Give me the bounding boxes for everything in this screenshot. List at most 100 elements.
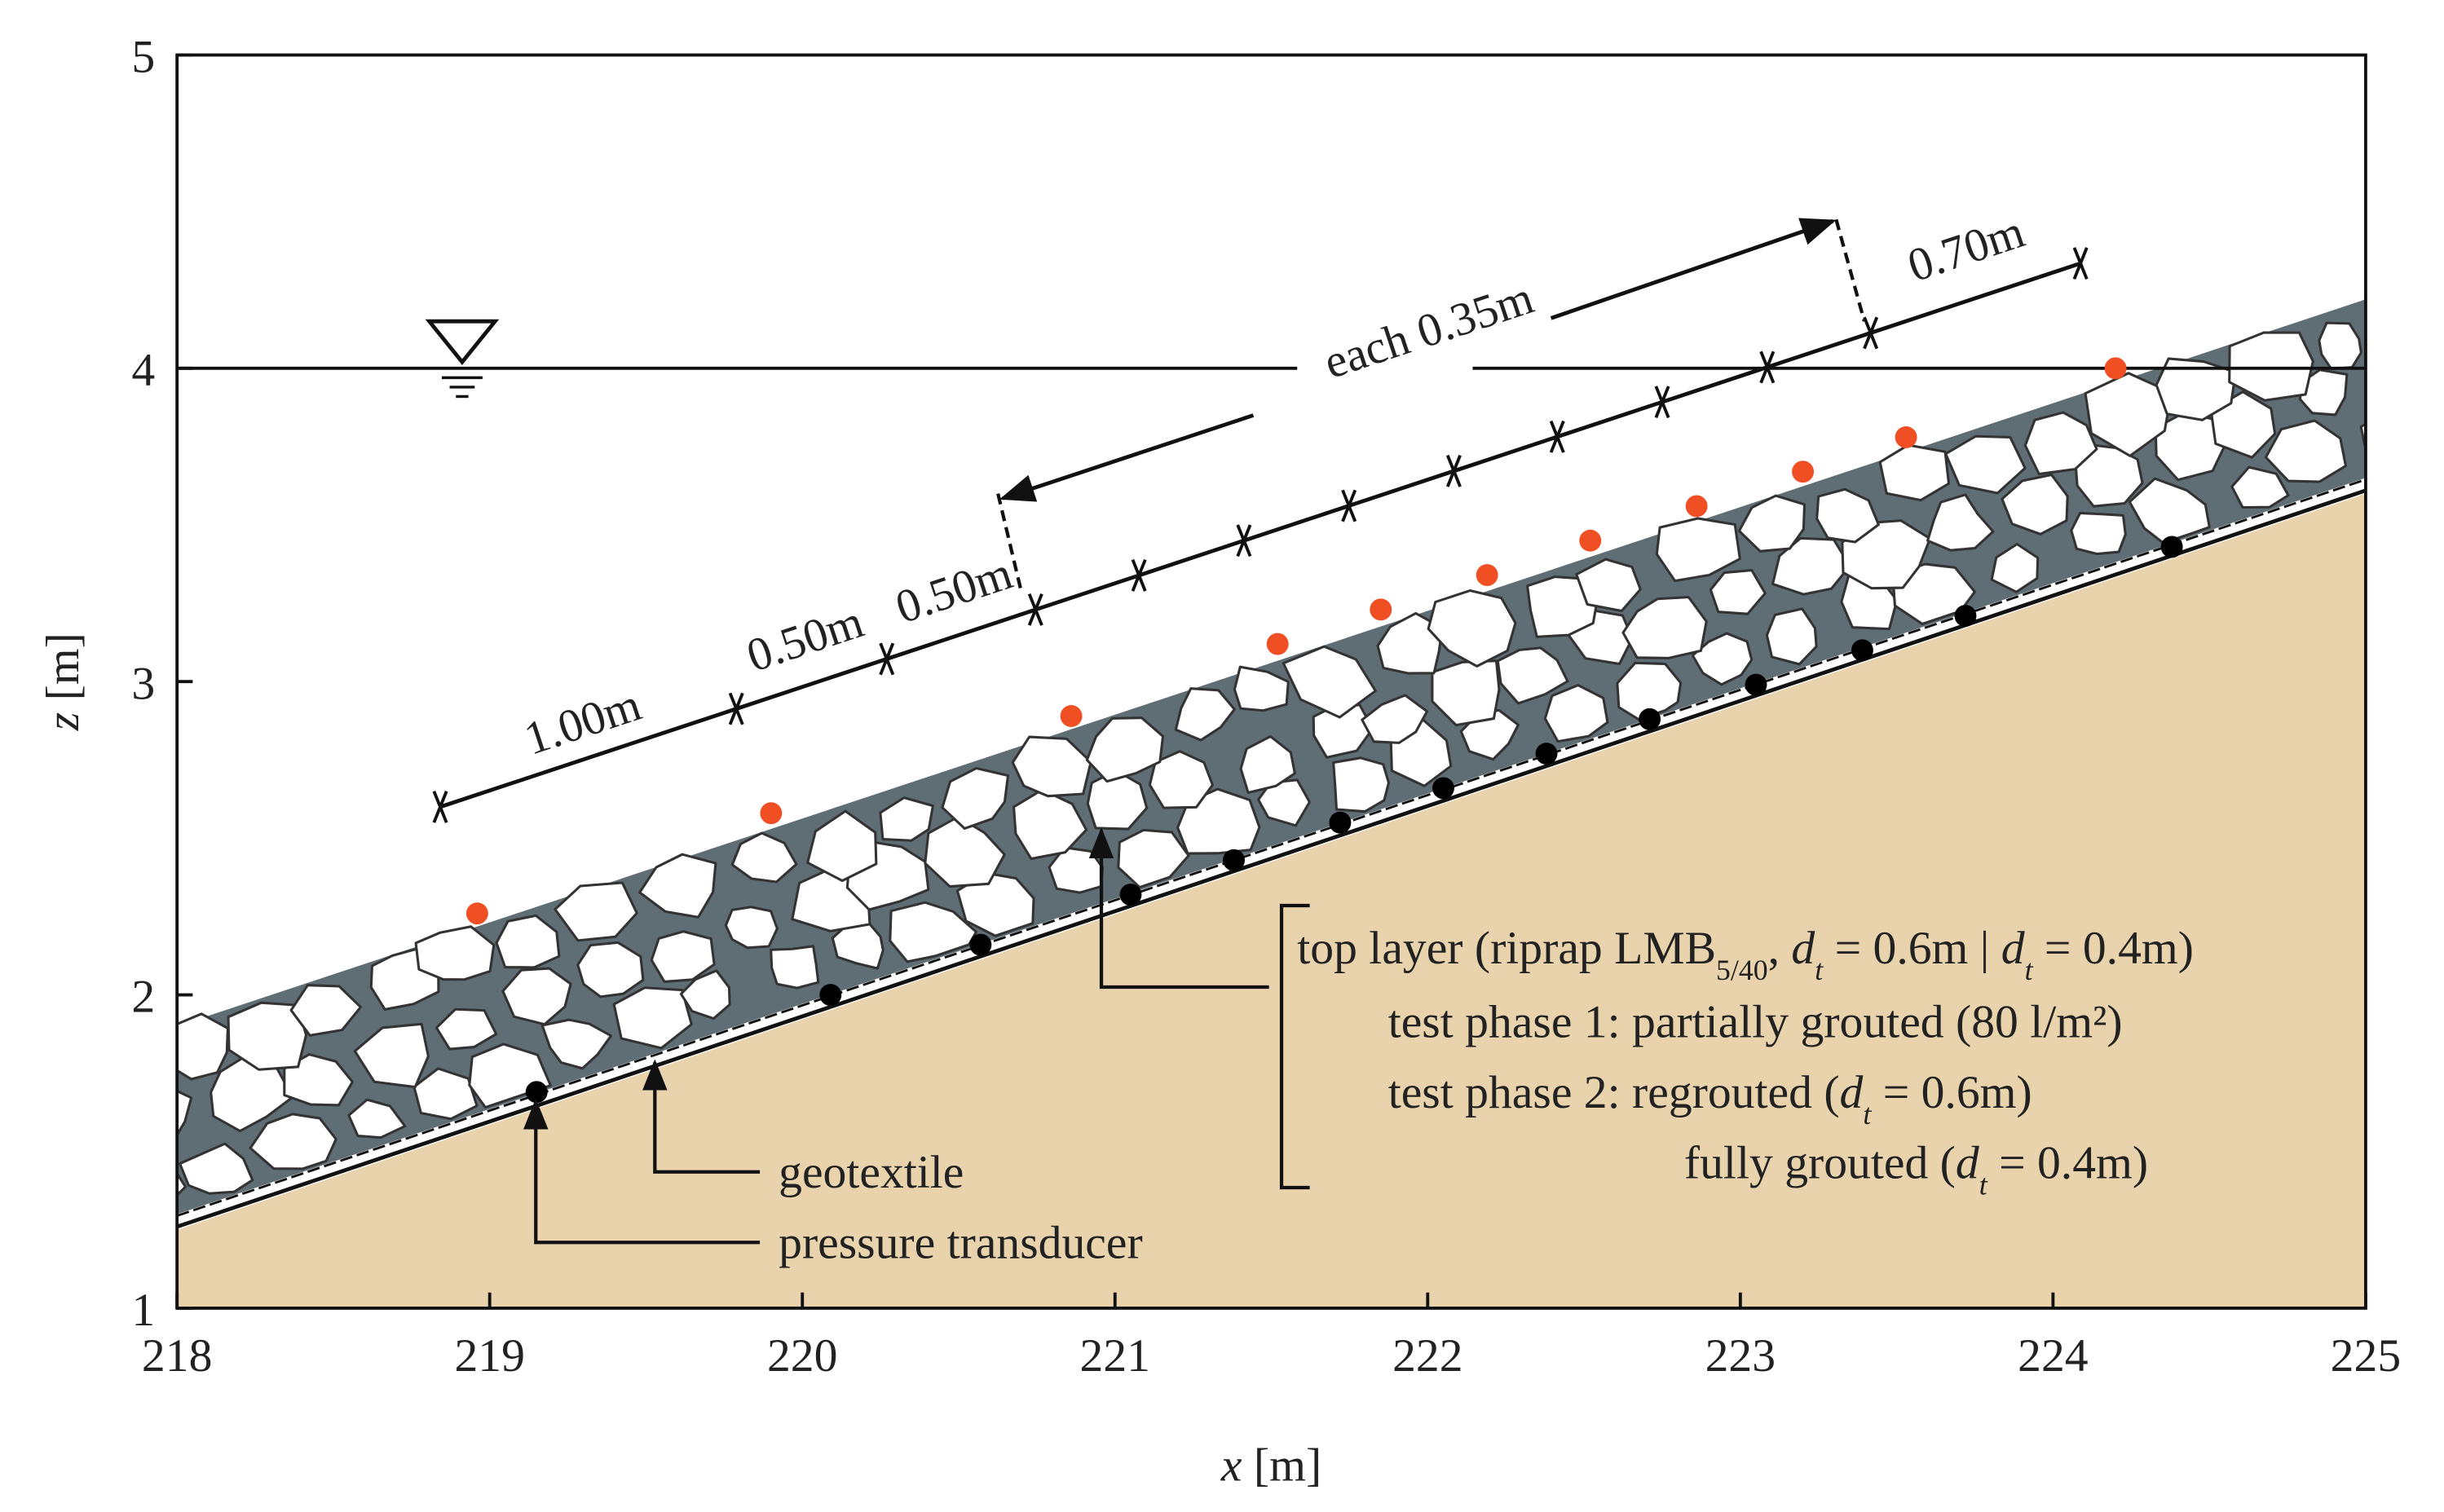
surface-point bbox=[2104, 357, 2127, 380]
stone bbox=[289, 984, 362, 1037]
stone bbox=[540, 1018, 613, 1070]
dimension-tick bbox=[1445, 454, 1462, 487]
stone bbox=[955, 871, 1035, 937]
stone bbox=[227, 1001, 308, 1071]
x-tick-label: 222 bbox=[1392, 1330, 1462, 1382]
pressure-transducer bbox=[1745, 673, 1767, 696]
text-part: test phase 2: regrouted ( bbox=[1388, 1067, 1840, 1118]
y-tick-label: 2 bbox=[131, 972, 155, 1023]
stone bbox=[179, 1142, 254, 1195]
text-part: = 0.6m) bbox=[1871, 1067, 2032, 1118]
stone bbox=[1148, 750, 1215, 809]
stone bbox=[1012, 788, 1088, 861]
surface-point bbox=[465, 902, 488, 925]
stone bbox=[730, 831, 798, 884]
stone bbox=[435, 1007, 498, 1051]
text-part: x bbox=[1220, 1439, 1242, 1491]
stone bbox=[249, 1113, 337, 1170]
dimension-axis bbox=[439, 261, 2081, 809]
bracket bbox=[1279, 903, 1310, 1190]
stone bbox=[1496, 646, 1569, 705]
stone bbox=[612, 986, 693, 1050]
plot-area bbox=[177, 299, 2366, 1308]
surface-point bbox=[1370, 598, 1392, 621]
dimension-label: 1.00m bbox=[518, 679, 647, 765]
stone bbox=[879, 796, 934, 842]
stone bbox=[831, 922, 885, 970]
ground bbox=[177, 493, 2366, 1308]
stone bbox=[1655, 517, 1741, 583]
dimension-tick bbox=[879, 642, 895, 676]
surface-point bbox=[1895, 425, 1917, 448]
text-part: [m] bbox=[1242, 1439, 1322, 1491]
stone bbox=[1282, 645, 1377, 719]
pressure-transducer bbox=[1851, 639, 1873, 662]
stone bbox=[1575, 558, 1642, 613]
surface-point bbox=[1476, 564, 1498, 586]
dashed-leader bbox=[1834, 218, 1866, 322]
pressure-transducer bbox=[1223, 849, 1245, 871]
pressure-transducer bbox=[2160, 536, 2183, 558]
stone bbox=[283, 1053, 354, 1107]
stone bbox=[889, 901, 978, 963]
stone bbox=[495, 914, 561, 969]
stone bbox=[1312, 703, 1374, 759]
leader-transducer bbox=[523, 1098, 761, 1245]
pressure-transducer bbox=[1432, 777, 1454, 800]
label-geotextile: geotextile bbox=[779, 1147, 964, 1198]
stone bbox=[177, 1170, 187, 1197]
leader-geotextile bbox=[642, 1059, 761, 1174]
stone bbox=[1239, 734, 1296, 795]
description-line: fully grouted (dt = 0.4m) bbox=[1684, 1137, 2148, 1201]
dimension-tick bbox=[2072, 247, 2089, 280]
y-tick-label: 1 bbox=[131, 1285, 155, 1336]
stone bbox=[2264, 419, 2348, 483]
text-part: = 0.4m) bbox=[2033, 923, 2194, 974]
stone bbox=[1233, 665, 1290, 712]
surface-point bbox=[1579, 529, 1602, 552]
dimension-tick bbox=[1341, 489, 1357, 522]
stone bbox=[1086, 769, 1149, 831]
stone bbox=[2070, 511, 2127, 556]
surface-point bbox=[1685, 495, 1708, 518]
surface-point bbox=[760, 802, 783, 825]
label-transducer: pressure transducer bbox=[779, 1217, 1143, 1268]
surface-point bbox=[1266, 633, 1289, 655]
dimension-tick bbox=[728, 692, 744, 725]
stone bbox=[1376, 611, 1444, 675]
x-tick-label: 220 bbox=[767, 1330, 837, 1382]
stone bbox=[554, 881, 638, 942]
stone bbox=[2084, 372, 2173, 457]
stone bbox=[1361, 694, 1429, 744]
pressure-transducer bbox=[819, 984, 842, 1007]
stone bbox=[1174, 687, 1236, 742]
y-tick-label: 4 bbox=[131, 345, 155, 396]
description-line: test phase 2: regrouted (dt = 0.6m) bbox=[1388, 1067, 2032, 1131]
text-part: test phase 1: partially grouted (80 l/m²… bbox=[1388, 996, 2123, 1047]
description-line: test phase 1: partially grouted (80 l/m²… bbox=[1388, 996, 2123, 1047]
stone bbox=[1011, 735, 1092, 798]
stone bbox=[1691, 632, 1754, 686]
stone bbox=[177, 1012, 229, 1081]
stone bbox=[679, 969, 731, 1020]
stone bbox=[353, 1022, 430, 1089]
x-tick-label: 218 bbox=[142, 1330, 212, 1382]
stone bbox=[1841, 519, 1931, 590]
dimension-tick bbox=[1236, 524, 1252, 558]
stone bbox=[806, 809, 878, 883]
stone bbox=[1616, 661, 1683, 721]
stone bbox=[414, 925, 496, 981]
stone bbox=[1085, 716, 1165, 783]
pressure-transducer bbox=[1639, 708, 1661, 730]
text-part: d bbox=[1956, 1137, 1979, 1188]
stone bbox=[2209, 390, 2277, 459]
text-part: d bbox=[1791, 923, 1815, 974]
stone bbox=[2001, 474, 2069, 536]
dimension-label: 0.70m bbox=[1902, 206, 2031, 293]
text-part: z bbox=[37, 712, 89, 731]
x-tick-label: 221 bbox=[1080, 1330, 1150, 1382]
stone bbox=[1257, 778, 1311, 827]
